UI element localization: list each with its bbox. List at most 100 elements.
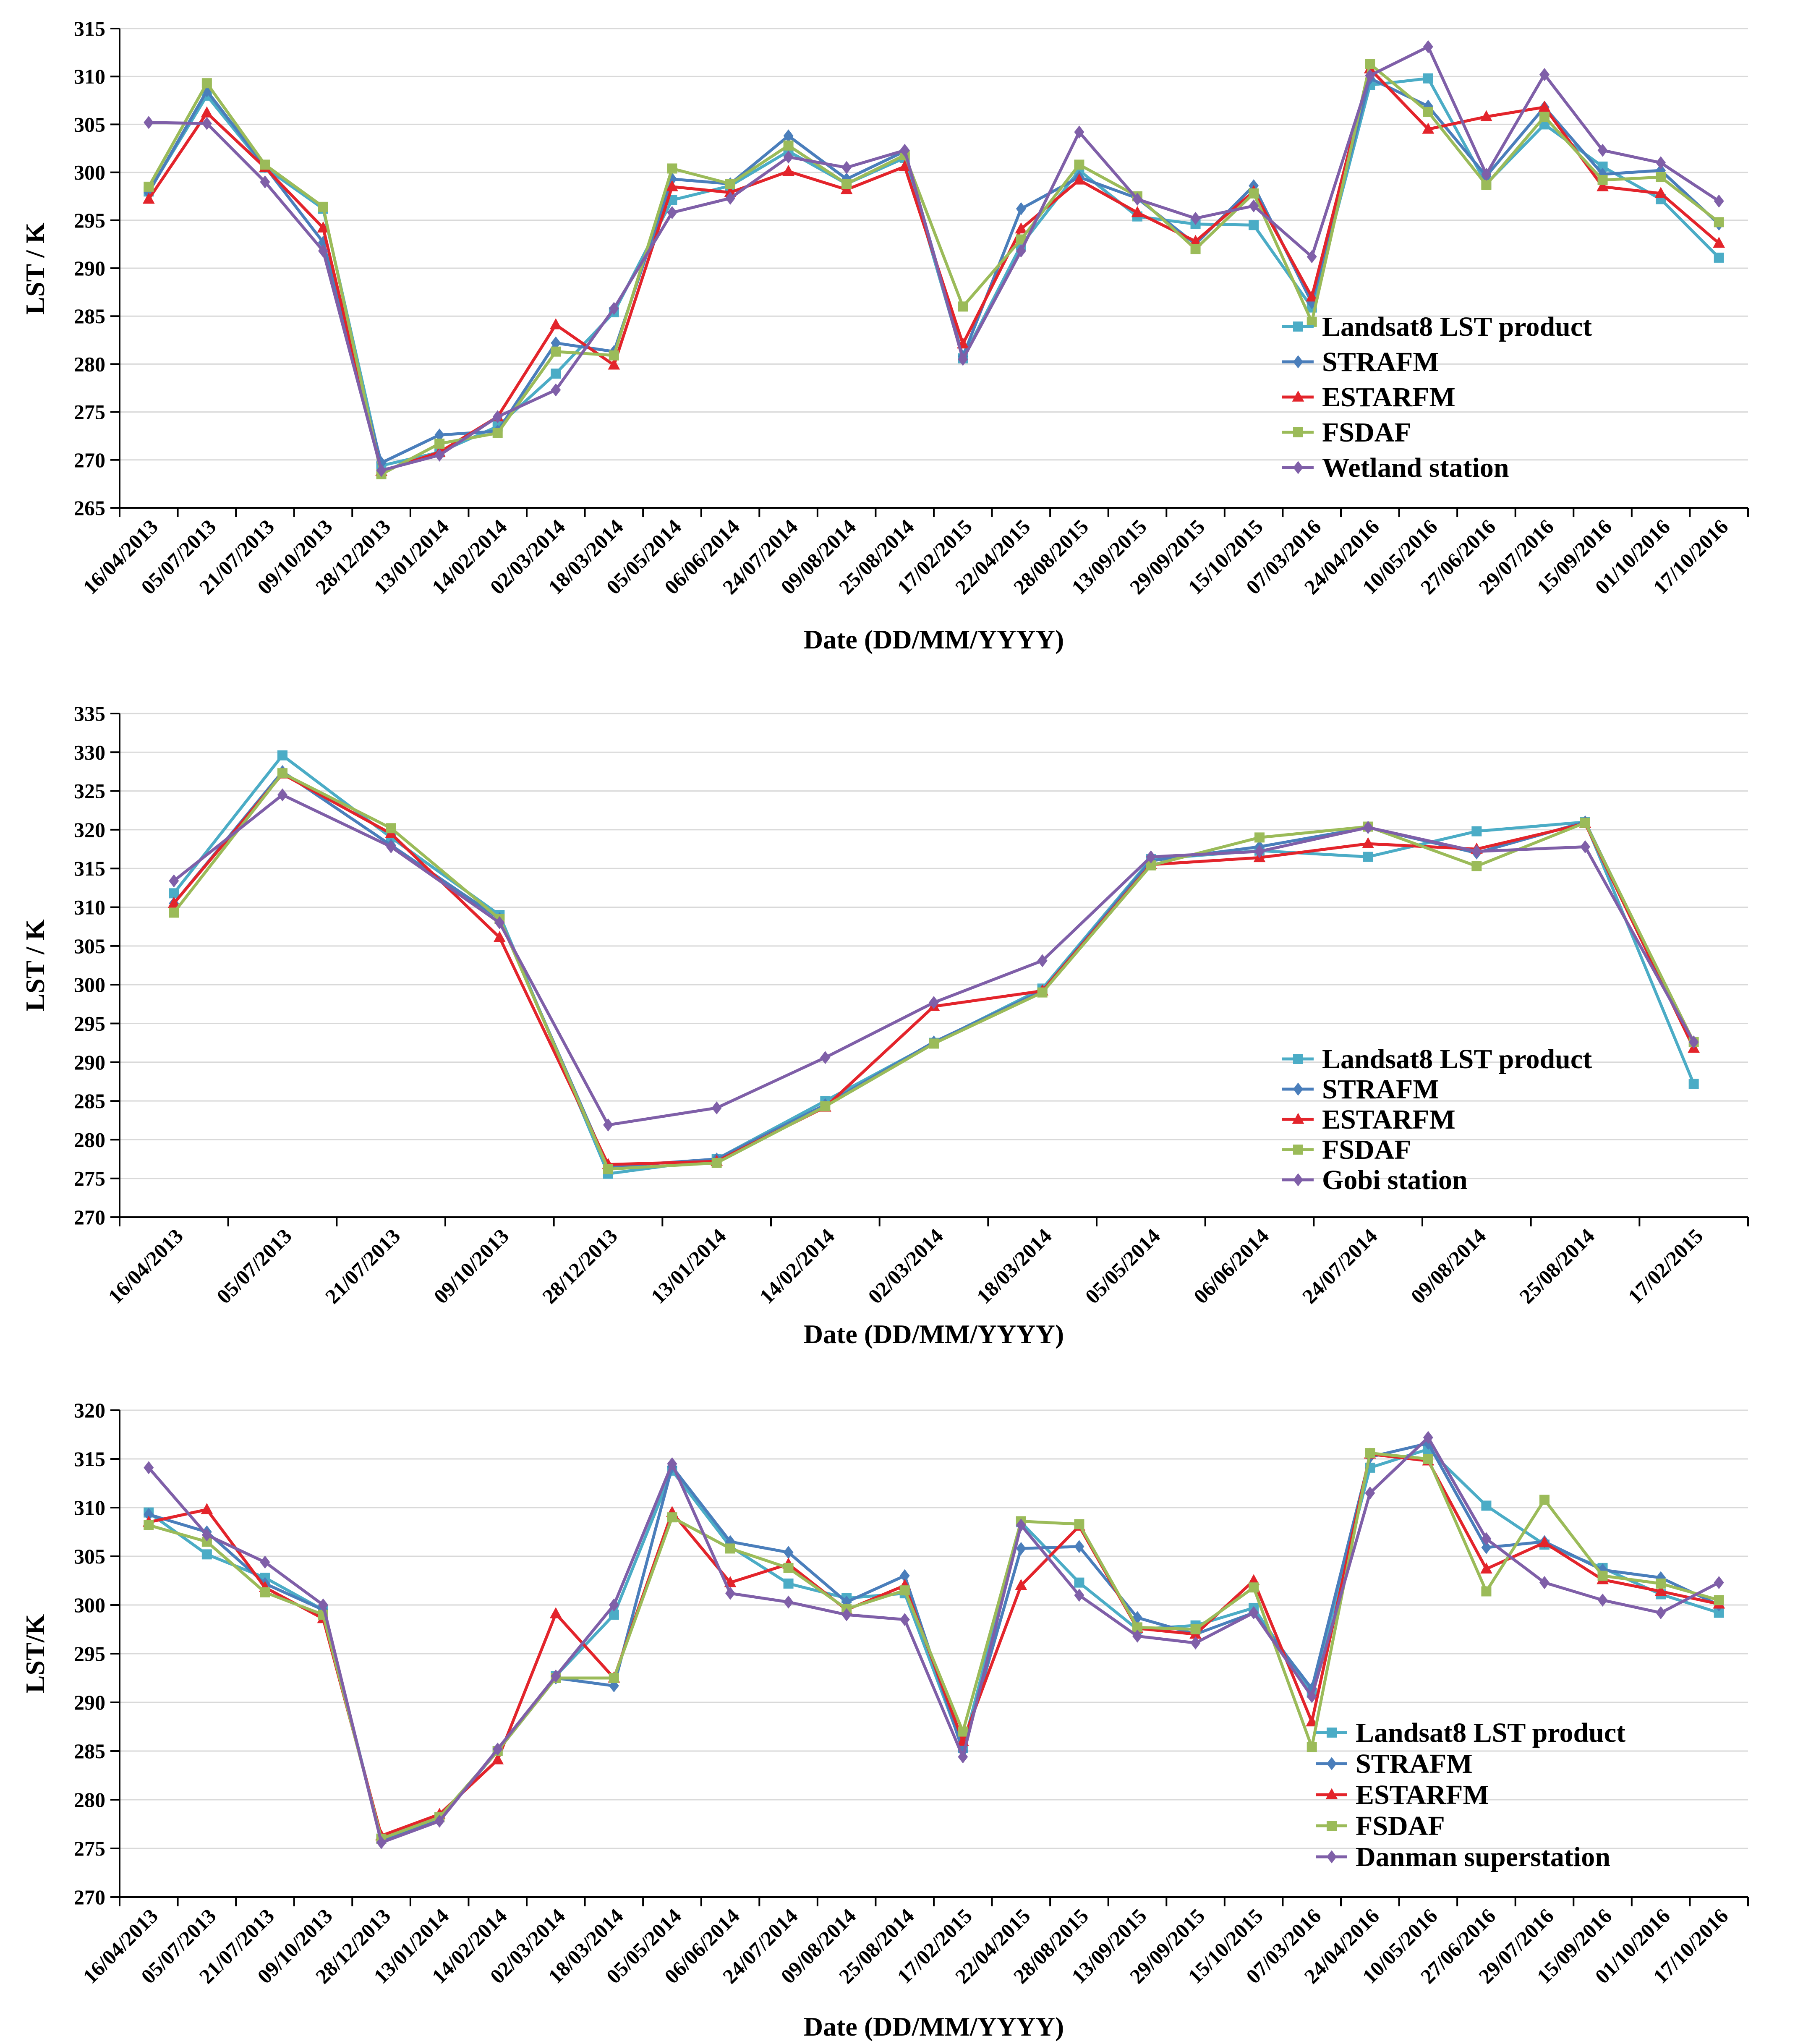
legend-label: FSDAF [1356, 1811, 1445, 1841]
data-point [1597, 180, 1609, 191]
data-point [782, 165, 794, 176]
legend-label: FSDAF [1322, 1134, 1411, 1165]
legend-marker [1293, 461, 1303, 474]
data-point [1481, 1500, 1492, 1511]
data-point [783, 150, 794, 164]
y-tick-label: 295 [74, 1012, 105, 1035]
data-point [609, 350, 619, 361]
y-tick-label: 280 [74, 1128, 105, 1151]
series-station [144, 1431, 1724, 1849]
data-point [1074, 1519, 1084, 1529]
data-point [1656, 1578, 1666, 1589]
data-point [1190, 1636, 1201, 1650]
data-point [1654, 1584, 1667, 1596]
data-point [1423, 99, 1433, 113]
data-point [1422, 123, 1435, 134]
data-point [609, 1673, 619, 1683]
data-point [1580, 818, 1590, 828]
data-point [144, 1520, 154, 1530]
data-point [144, 1508, 154, 1521]
data-point [260, 1555, 270, 1569]
data-point [958, 353, 968, 366]
series-station [169, 788, 1699, 1132]
data-point [201, 78, 212, 89]
data-point [1307, 1690, 1317, 1703]
data-point [667, 172, 677, 186]
y-tick-label: 285 [74, 1089, 105, 1113]
x-tick-label: 18/03/2014 [972, 1224, 1056, 1308]
y-tick-label: 310 [74, 896, 105, 919]
y-tick-label: 310 [74, 1496, 105, 1519]
data-point [1481, 1532, 1492, 1545]
data-point [1190, 244, 1201, 254]
legend-marker [1292, 390, 1304, 402]
y-tick-label: 280 [74, 1788, 105, 1811]
data-point [260, 1587, 270, 1597]
data-point [1423, 40, 1433, 53]
data-point [1423, 107, 1433, 117]
y-tick-label: 300 [74, 161, 105, 184]
legend-label: ESTARFM [1322, 1104, 1455, 1135]
data-point [1597, 1571, 1608, 1581]
data-point [169, 888, 179, 899]
data-point [1016, 244, 1026, 258]
x-tick-label: 21/07/2013 [321, 1224, 405, 1308]
legend-entry-fsdaf: FSDAF [1316, 1811, 1445, 1841]
data-point [318, 1598, 328, 1612]
data-point [1249, 1582, 1259, 1593]
data-point [376, 1836, 387, 1849]
data-point [958, 1750, 968, 1764]
legend-label: ESTARFM [1322, 382, 1455, 413]
data-point [1714, 1576, 1724, 1589]
data-point [899, 1569, 910, 1582]
y-tick-label: 330 [74, 740, 105, 764]
data-point [1074, 1589, 1084, 1602]
data-point [783, 129, 794, 143]
data-point [725, 191, 735, 205]
data-point [725, 179, 735, 189]
data-point [1363, 852, 1373, 862]
y-tick-label: 270 [74, 1205, 105, 1229]
data-point [201, 117, 212, 130]
data-point [434, 1814, 445, 1828]
data-point [549, 318, 562, 329]
data-point [1539, 1495, 1550, 1505]
series-strafm [169, 765, 1699, 1174]
data-point [1597, 175, 1608, 185]
data-point [1037, 987, 1048, 998]
data-point [551, 383, 561, 397]
legend: Landsat8 LST productSTRAFMESTARFMFSDAFGo… [1282, 1044, 1592, 1195]
x-tick-label: 17/02/2015 [1623, 1224, 1708, 1308]
x-tick-label: 02/03/2014 [863, 1224, 948, 1308]
data-point [1189, 235, 1202, 246]
y-axis-title: LST / K [20, 222, 50, 315]
data-point [1714, 252, 1724, 263]
data-point [1249, 220, 1259, 230]
data-point [277, 750, 287, 761]
series-line-estarfm [148, 1452, 1719, 1838]
data-point [725, 1587, 735, 1600]
x-tick-label: 05/07/2013 [212, 1224, 296, 1308]
data-point [1190, 212, 1201, 225]
y-tick-label: 315 [74, 1447, 105, 1471]
data-point [386, 840, 396, 854]
data-point [1362, 837, 1374, 848]
legend-entry-strafm: STRAFM [1316, 1749, 1473, 1779]
data-point [1015, 1579, 1027, 1590]
y-tick-label: 275 [74, 1167, 105, 1190]
legend-label: Landsat8 LST product [1322, 1044, 1592, 1074]
data-point [434, 428, 445, 442]
y-tick-label: 335 [74, 702, 105, 725]
data-point [1688, 1079, 1699, 1089]
legend-entry-station: Danman superstation [1316, 1842, 1610, 1872]
data-point [783, 140, 794, 151]
data-point [551, 346, 561, 357]
legend-entry-estarfm: ESTARFM [1316, 1780, 1489, 1810]
data-point [201, 1549, 212, 1560]
legend-marker [1327, 1757, 1337, 1770]
data-point [144, 116, 154, 129]
data-point [492, 410, 503, 423]
legend-label: ESTARFM [1356, 1780, 1489, 1810]
data-point [1688, 1035, 1699, 1049]
y-tick-label: 295 [74, 1642, 105, 1665]
